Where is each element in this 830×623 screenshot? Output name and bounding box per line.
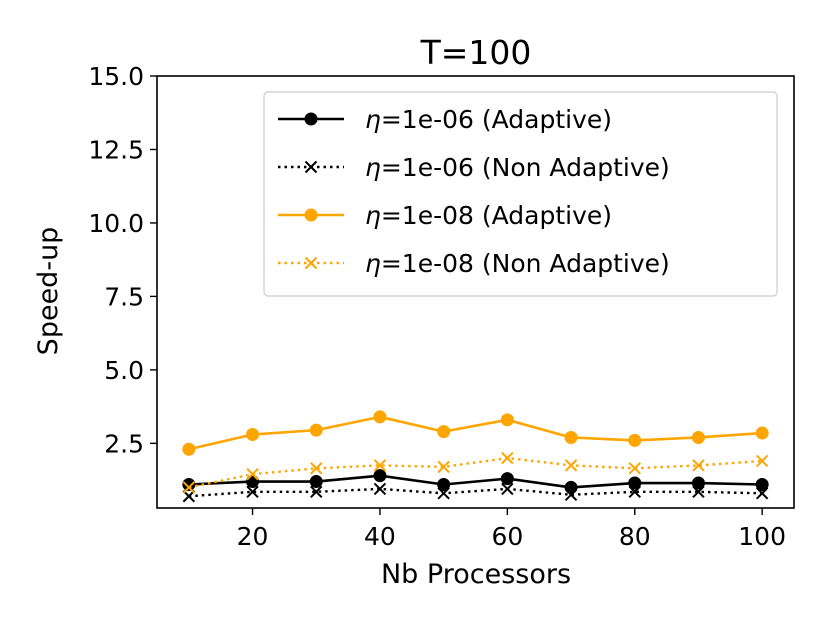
x-tick-label: 20 <box>237 522 269 551</box>
data-point <box>373 459 387 472</box>
x-tick-label: 80 <box>619 522 651 551</box>
data-point <box>564 430 578 444</box>
data-point <box>373 410 387 424</box>
y-tick-label: 2.5 <box>104 429 144 458</box>
legend-eta-symbol: η <box>365 249 381 278</box>
series-1 <box>182 469 769 494</box>
y-tick-label: 12.5 <box>88 135 144 164</box>
data-point <box>437 460 450 474</box>
data-point <box>691 476 705 490</box>
axes-layer: 20 40 60 80 100 2.5 5.0 7.5 10.0 12.5 15.0 <box>88 62 786 551</box>
data-point <box>309 475 323 489</box>
data-point <box>501 451 514 465</box>
x-tick-label: 100 <box>738 522 786 551</box>
legend-marker <box>304 208 318 222</box>
legend-label: η=1e-06 (Non Adaptive) <box>365 153 670 182</box>
x-tick-label: 40 <box>364 522 396 551</box>
y-tick-label: 7.5 <box>104 282 144 311</box>
data-point <box>564 488 578 501</box>
legend-box <box>263 91 778 297</box>
series-layer <box>182 410 769 503</box>
legend-marker <box>304 112 318 126</box>
series-line <box>188 487 763 498</box>
y-tick-label: 15.0 <box>88 62 144 91</box>
data-point <box>437 477 451 491</box>
data-point <box>628 462 641 475</box>
data-point <box>500 472 514 486</box>
legend-label-text: =1e-06 (Adaptive) <box>381 105 612 134</box>
legend-label-text: =1e-06 (Non Adaptive) <box>381 153 670 182</box>
legend-eta-symbol: η <box>365 201 381 230</box>
legend-eta-symbol: η <box>365 105 381 134</box>
data-point <box>246 467 259 481</box>
data-point <box>373 482 387 496</box>
legend-marker <box>304 160 318 174</box>
plot-frame <box>156 75 795 509</box>
data-point <box>182 481 196 494</box>
data-point <box>310 462 323 475</box>
legend-label-text: =1e-08 (Non Adaptive) <box>381 249 670 278</box>
legend-entry: η=1e-08 (Adaptive) <box>278 201 612 230</box>
x-tick-label: 60 <box>491 522 523 551</box>
series-3 <box>182 410 769 456</box>
y-axis-label: Speed-up <box>33 227 64 356</box>
legend-label: η=1e-06 (Adaptive) <box>365 105 612 134</box>
legend-marker <box>304 256 318 270</box>
data-point <box>755 454 769 468</box>
data-point <box>373 469 387 483</box>
data-point <box>501 482 514 496</box>
x-axis-label: Nb Processors <box>381 559 571 590</box>
series-line <box>188 415 763 451</box>
data-point <box>437 425 451 439</box>
y-tick-label: 10.0 <box>88 209 144 238</box>
legend: η=1e-06 (Adaptive)η=1e-06 (Non Adaptive)… <box>263 91 778 297</box>
legend-entry: η=1e-06 (Non Adaptive) <box>278 153 670 182</box>
legend-label: η=1e-08 (Non Adaptive) <box>365 249 670 278</box>
data-point <box>691 430 705 444</box>
data-point <box>437 487 450 500</box>
y-tick-label: 5.0 <box>104 356 144 385</box>
legend-eta-symbol: η <box>365 153 381 182</box>
legend-entry: η=1e-06 (Adaptive) <box>278 105 612 134</box>
data-point <box>755 487 769 500</box>
data-point <box>755 477 769 491</box>
data-point <box>500 413 514 427</box>
data-point <box>628 433 642 447</box>
legend-label-text: =1e-08 (Adaptive) <box>381 201 612 230</box>
series-4 <box>182 451 769 494</box>
series-2 <box>182 482 769 503</box>
data-point <box>182 477 196 491</box>
legend-label: η=1e-08 (Adaptive) <box>365 201 612 230</box>
data-point <box>309 423 323 437</box>
data-point <box>692 459 705 472</box>
data-point <box>628 485 641 499</box>
data-point <box>692 485 705 499</box>
data-point <box>246 485 259 499</box>
data-point <box>628 476 642 490</box>
series-line <box>188 474 763 489</box>
data-point <box>246 428 260 442</box>
data-point <box>310 485 323 499</box>
legend-entry: η=1e-08 (Non Adaptive) <box>278 249 670 278</box>
data-point <box>564 459 578 472</box>
data-point <box>182 490 196 503</box>
data-point <box>755 426 769 440</box>
data-point <box>182 442 196 456</box>
chart-title: T=100 <box>420 33 532 72</box>
